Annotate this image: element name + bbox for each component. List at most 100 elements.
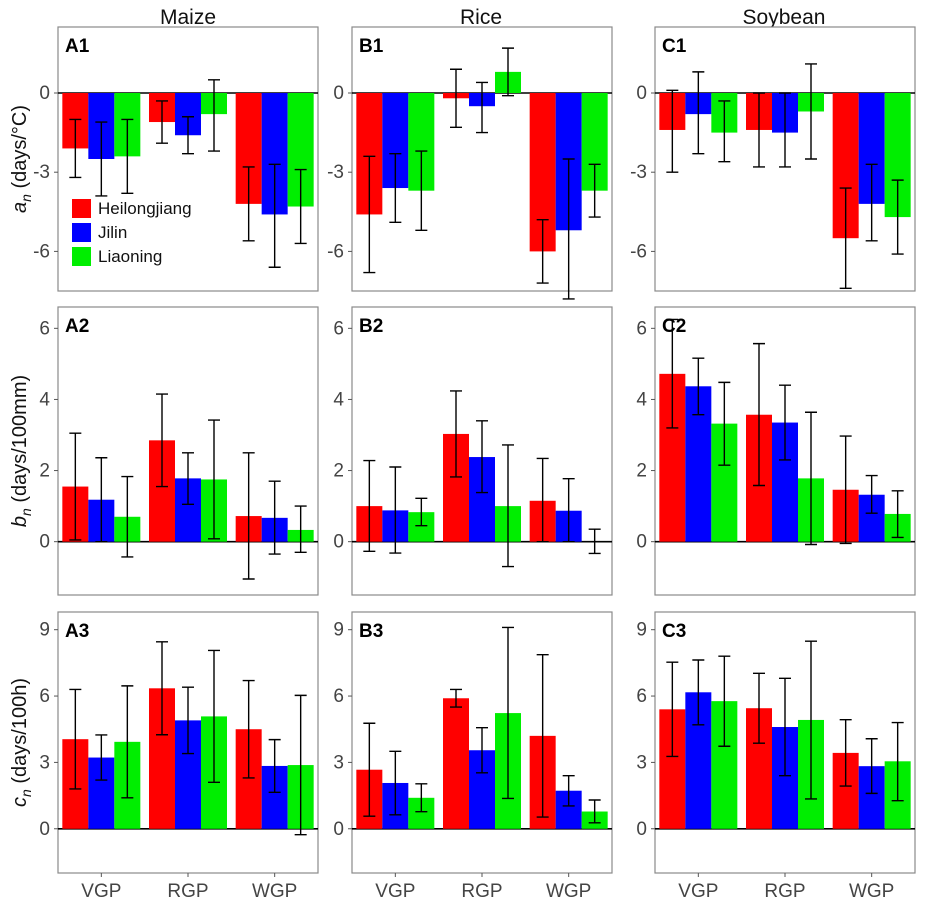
y-tick-label-A3-1: 3: [39, 752, 50, 773]
legend-swatch-heilongjiang: [72, 199, 91, 218]
error-bar-A1-liaoning-vgp: [121, 118, 134, 195]
y-tick-label-C3-2: 6: [636, 686, 647, 707]
panel-tag-C3: C3: [662, 621, 686, 642]
y-tick-label-A1-1: -3: [33, 162, 50, 183]
error-bar-A3-jilin-wgp: [268, 738, 281, 793]
y-tick-label-B3-2: 6: [333, 686, 344, 707]
error-bar-A1-jilin-rgp: [182, 116, 194, 155]
error-bar-A1-heilongjiang-wgp: [242, 166, 255, 242]
error-bar-A1-heilongjiang-rgp: [156, 100, 168, 144]
error-bar-A2-jilin-vgp: [95, 457, 108, 543]
error-bar-C2-heilongjiang-wgp: [839, 435, 852, 545]
error-bar-B2-liaoning-rgp: [502, 444, 514, 568]
y-tick-label-C2-1: 2: [636, 461, 647, 482]
error-bar-A1-liaoning-rgp: [208, 79, 220, 152]
error-bar-B3-heilongjiang-wgp: [536, 653, 549, 818]
y-tick-label-B3-1: 3: [333, 752, 344, 773]
error-bar-C1-heilongjiang-wgp: [839, 187, 852, 290]
bar-B3-heilongjiang-rgp: [443, 698, 469, 829]
error-bar-B3-jilin-rgp: [476, 726, 488, 774]
y-tick-label-B1-1: -3: [327, 162, 344, 183]
error-bar-C2-heilongjiang-vgp: [666, 318, 679, 429]
error-bar-A2-liaoning-vgp: [121, 475, 134, 558]
error-bar-C3-jilin-vgp: [692, 659, 705, 726]
y-axis-title-row-2: bn (days/100mm): [9, 375, 34, 527]
error-bar-C1-liaoning-vgp: [718, 100, 731, 163]
error-bar-A3-liaoning-vgp: [121, 685, 134, 799]
error-bar-C3-heilongjiang-rgp: [753, 672, 765, 744]
column-title-soybean: Soybean: [743, 6, 826, 29]
x-tick-label-A3-vgp: VGP: [81, 881, 121, 902]
error-bar-C3-liaoning-rgp: [805, 640, 817, 800]
panel-frame-A2: [57, 306, 319, 596]
error-bar-B2-heilongjiang-rgp: [450, 390, 462, 478]
error-bar-B1-jilin-rgp: [476, 81, 488, 134]
y-tick-label-A3-0: 0: [39, 819, 50, 840]
error-bar-B3-jilin-wgp: [562, 774, 575, 807]
error-bar-C2-jilin-vgp: [692, 357, 705, 416]
error-bar-C2-liaoning-wgp: [891, 490, 904, 539]
y-tick-label-C3-3: 9: [636, 620, 647, 641]
error-bar-B2-liaoning-vgp: [415, 497, 428, 527]
error-bar-C3-liaoning-vgp: [718, 655, 731, 747]
error-bar-B2-liaoning-wgp: [588, 528, 601, 555]
y-tick-label-C2-3: 6: [636, 318, 647, 339]
error-bar-B3-liaoning-rgp: [502, 626, 514, 800]
error-bar-A3-heilongjiang-rgp: [156, 641, 168, 736]
y-tick-label-C2-0: 0: [636, 532, 647, 553]
y-tick-label-B3-3: 9: [333, 620, 344, 641]
error-bar-B2-jilin-vgp: [389, 466, 402, 554]
error-bar-C1-heilongjiang-vgp: [666, 89, 679, 173]
error-bar-C1-jilin-vgp: [692, 71, 705, 155]
x-tick-label-B3-vgp: VGP: [375, 881, 415, 902]
error-bar-A1-liaoning-wgp: [294, 168, 307, 245]
y-tick-label-C3-1: 3: [636, 752, 647, 773]
error-bar-C1-liaoning-rgp: [805, 63, 817, 160]
error-bar-A3-liaoning-rgp: [208, 649, 220, 784]
x-tick-label-C3-vgp: VGP: [678, 881, 718, 902]
y-tick-label-C1-2: -6: [630, 241, 647, 262]
y-tick-label-B2-1: 2: [333, 461, 344, 482]
legend-swatch-jilin: [72, 223, 91, 242]
y-tick-label-A3-3: 9: [39, 620, 50, 641]
error-bar-B3-jilin-vgp: [389, 750, 402, 816]
error-bar-A2-jilin-wgp: [268, 480, 281, 555]
y-tick-label-B1-0: 0: [333, 83, 344, 104]
panel-tag-B1: B1: [359, 36, 384, 57]
column-title-maize: Maize: [160, 6, 216, 29]
error-bar-B3-liaoning-vgp: [415, 783, 428, 813]
panel-tag-A2: A2: [65, 316, 89, 337]
error-bar-B1-liaoning-vgp: [415, 150, 428, 231]
panel-tag-B2: B2: [359, 316, 383, 337]
x-tick-label-B3-wgp: WGP: [546, 881, 591, 902]
error-bar-C3-heilongjiang-vgp: [666, 661, 679, 758]
error-bar-A1-heilongjiang-vgp: [69, 118, 82, 179]
error-bar-C3-jilin-wgp: [865, 738, 878, 795]
y-tick-label-B2-0: 0: [333, 532, 344, 553]
y-tick-label-A1-0: 0: [39, 83, 50, 104]
error-bar-B1-heilongjiang-rgp: [450, 68, 462, 129]
error-bar-C2-jilin-rgp: [779, 384, 791, 461]
y-tick-label-C2-2: 4: [636, 389, 647, 410]
error-bar-B1-liaoning-rgp: [502, 47, 514, 97]
error-bar-A2-heilongjiang-vgp: [69, 432, 82, 541]
y-tick-label-B2-3: 6: [333, 318, 344, 339]
error-bar-B1-jilin-vgp: [389, 153, 402, 224]
error-bar-A3-liaoning-wgp: [294, 694, 307, 836]
y-tick-label-A2-2: 4: [39, 389, 50, 410]
error-bar-C1-liaoning-wgp: [891, 179, 904, 255]
y-tick-label-A2-1: 2: [39, 461, 50, 482]
error-bar-C3-heilongjiang-wgp: [839, 719, 852, 787]
y-tick-label-A3-2: 6: [39, 686, 50, 707]
x-tick-label-A3-wgp: WGP: [252, 881, 297, 902]
error-bar-C1-jilin-rgp: [779, 92, 791, 168]
error-bar-A2-heilongjiang-wgp: [242, 452, 255, 580]
error-bar-C3-liaoning-wgp: [891, 721, 904, 802]
legend-label-heilongjiang: Heilongjiang: [98, 199, 192, 218]
error-bar-A3-jilin-vgp: [95, 734, 108, 781]
legend-label-jilin: Jilin: [98, 223, 127, 242]
error-bar-C2-liaoning-rgp: [805, 411, 817, 546]
error-bar-A3-heilongjiang-vgp: [69, 688, 82, 790]
